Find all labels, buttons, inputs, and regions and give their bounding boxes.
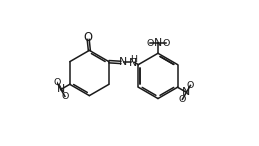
Text: O: O (53, 78, 61, 87)
Text: N: N (129, 58, 138, 68)
Text: N: N (57, 84, 65, 94)
Text: N: N (182, 87, 191, 97)
Text: O: O (187, 81, 194, 90)
Text: O: O (84, 31, 93, 44)
Text: O: O (146, 39, 154, 48)
Text: H: H (130, 55, 137, 64)
Text: O: O (179, 95, 186, 104)
Text: N: N (154, 38, 162, 48)
Text: N: N (119, 57, 127, 67)
Text: O: O (162, 39, 170, 48)
Text: O: O (61, 92, 69, 101)
